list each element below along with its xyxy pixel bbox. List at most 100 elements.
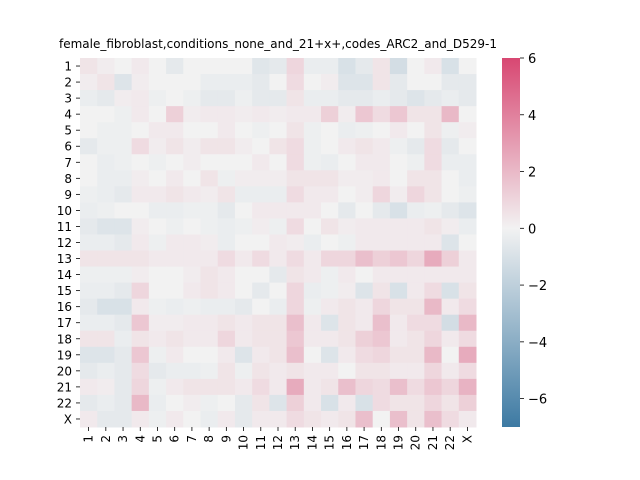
- heatmap-cell: [407, 218, 425, 235]
- heatmap-cell: [234, 154, 253, 171]
- heatmap-cell: [148, 410, 167, 428]
- y-tick-label: 6: [64, 140, 72, 154]
- heatmap-cell: [338, 282, 356, 300]
- heatmap-cell: [131, 106, 150, 123]
- heatmap-cell: [80, 90, 98, 107]
- heatmap-cell: [355, 186, 374, 203]
- heatmap-cell: [131, 122, 150, 139]
- heatmap-cell: [234, 90, 253, 107]
- heatmap-cell: [269, 154, 288, 171]
- heatmap-cell: [269, 410, 288, 428]
- heatmap-cell: [97, 282, 115, 300]
- heatmap-cell: [131, 298, 150, 316]
- heatmap-cell: [389, 314, 408, 332]
- heatmap-cell: [131, 170, 150, 187]
- heatmap-cell: [97, 234, 115, 252]
- heatmap-cell: [148, 58, 167, 75]
- heatmap-cell: [458, 234, 477, 252]
- heatmap-cell: [80, 314, 98, 332]
- heatmap-cell: [114, 346, 133, 364]
- heatmap-cell: [338, 314, 356, 332]
- heatmap-cell: [321, 378, 339, 396]
- heatmap-cell: [166, 138, 184, 155]
- heatmap-cell: [407, 74, 425, 91]
- heatmap-cell: [234, 346, 253, 364]
- heatmap-cell: [389, 90, 408, 107]
- heatmap-cell: [458, 74, 477, 91]
- heatmap-cell: [80, 346, 98, 364]
- heatmap-cell: [148, 202, 167, 219]
- heatmap-cell: [424, 330, 443, 348]
- heatmap-cell: [166, 186, 184, 203]
- heatmap-cell: [338, 410, 356, 428]
- heatmap-cell: [407, 138, 425, 155]
- heatmap-cell: [441, 394, 460, 412]
- heatmap-cell: [269, 218, 288, 235]
- heatmap-cell: [286, 346, 305, 364]
- heatmap-cell: [183, 234, 202, 252]
- colorbar-gradient: [502, 58, 520, 427]
- heatmap-cell: [200, 218, 219, 235]
- heatmap-cell: [303, 410, 322, 428]
- heatmap-cell: [200, 170, 219, 187]
- x-tick-label: 17: [357, 435, 371, 450]
- heatmap-cell: [389, 410, 408, 428]
- heatmap-cell: [131, 410, 150, 428]
- heatmap-cell: [131, 58, 150, 75]
- heatmap-cell: [114, 410, 133, 428]
- heatmap-cell: [131, 90, 150, 107]
- heatmap-cell: [286, 218, 305, 235]
- heatmap-cell: [217, 106, 236, 123]
- heatmap-cell: [252, 314, 270, 332]
- heatmap-cell: [269, 138, 288, 155]
- heatmap-cell: [114, 394, 133, 412]
- heatmap-cell: [166, 58, 184, 75]
- heatmap-cell: [269, 186, 288, 203]
- heatmap-cell: [458, 410, 477, 428]
- heatmap-cell: [303, 250, 322, 268]
- heatmap-cell: [286, 330, 305, 348]
- y-tick-label: 1: [64, 60, 72, 74]
- heatmap-cell: [234, 122, 253, 139]
- heatmap-cell: [114, 314, 133, 332]
- heatmap-cell: [286, 90, 305, 107]
- heatmap-cell: [355, 330, 374, 348]
- heatmap-cell: [441, 362, 460, 380]
- heatmap-cell: [80, 202, 98, 219]
- heatmap-cell: [355, 90, 374, 107]
- heatmap-cell: [321, 330, 339, 348]
- heatmap-cell: [252, 394, 270, 412]
- heatmap-cell: [424, 154, 443, 171]
- heatmap-cell: [389, 218, 408, 235]
- heatmap-cell: [389, 282, 408, 300]
- colorbar-ticks: 6 4 2 0 −2 −4 −6: [520, 52, 547, 408]
- heatmap-cell: [338, 266, 356, 284]
- heatmap-cell: [97, 90, 115, 107]
- heatmap-cell: [217, 90, 236, 107]
- heatmap-cell: [458, 170, 477, 187]
- heatmap-cell: [321, 154, 339, 171]
- heatmap-cell: [321, 122, 339, 139]
- heatmap-cell: [441, 90, 460, 107]
- heatmap-cell: [114, 378, 133, 396]
- heatmap-cell: [80, 122, 98, 139]
- heatmap-cell: [407, 410, 425, 428]
- heatmap-cell: [97, 74, 115, 91]
- heatmap-cell: [321, 58, 339, 75]
- heatmap-cell: [407, 394, 425, 412]
- heatmap-cell: [200, 410, 219, 428]
- heatmap-cell: [372, 266, 391, 284]
- heatmap-cell: [321, 394, 339, 412]
- y-tick-label: 14: [57, 268, 72, 282]
- heatmap-cell: [372, 362, 391, 380]
- heatmap-cell: [389, 250, 408, 268]
- heatmap-cell: [114, 122, 133, 139]
- heatmap-cell: [217, 58, 236, 75]
- heatmap-cell: [234, 138, 253, 155]
- heatmap-cell: [97, 122, 115, 139]
- heatmap-cell: [389, 346, 408, 364]
- heatmap-cell: [97, 186, 115, 203]
- heatmap-cell: [458, 138, 477, 155]
- colorbar: 6 4 2 0 −2 −4 −6: [502, 52, 547, 427]
